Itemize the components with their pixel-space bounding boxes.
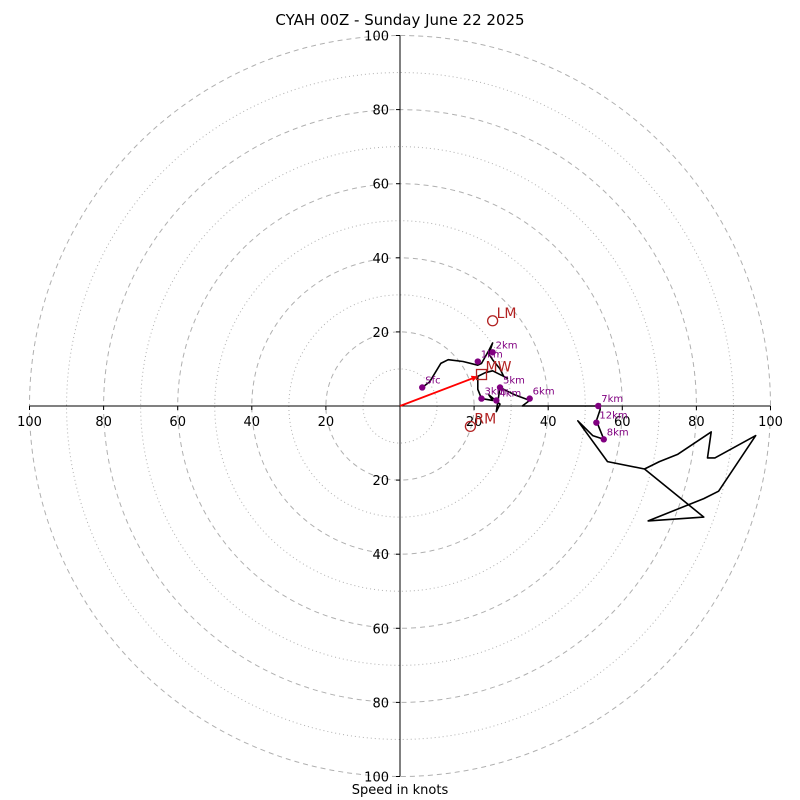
height-marker — [600, 436, 607, 443]
x-tick-label: 40 — [540, 415, 557, 430]
mean-wind-marker — [475, 368, 488, 381]
y-tick-label: 80 — [372, 696, 389, 711]
height-marker-label: 2km — [496, 340, 518, 351]
chart-title: CYAH 00Z - Sunday June 22 2025 — [275, 11, 525, 29]
storm-vector-label: MW — [486, 360, 512, 376]
storm-vector-marker — [486, 315, 499, 327]
height-marker-label: Sfc — [425, 375, 440, 386]
y-tick-label: 60 — [372, 178, 389, 193]
y-tick-label: 20 — [372, 474, 389, 489]
x-tick-label: 100 — [758, 415, 783, 430]
y-tick-label: 40 — [372, 548, 389, 563]
storm-vector-label: LM — [497, 306, 517, 322]
height-marker — [489, 349, 496, 356]
height-marker-label: 6km — [533, 387, 555, 398]
x-tick-label: 20 — [318, 415, 335, 430]
height-marker — [478, 395, 485, 402]
storm-vector-marker — [464, 420, 477, 433]
height-marker-label: 12km — [599, 411, 627, 422]
storm-vector-label: RM — [474, 411, 496, 427]
y-tick-label: 100 — [364, 30, 389, 45]
height-marker-label: 8km — [607, 427, 629, 438]
x-tick-label: 40 — [244, 415, 261, 430]
hodograph-trace — [421, 342, 757, 522]
y-tick-label: 100 — [364, 771, 389, 786]
y-tick-label: 80 — [372, 104, 389, 119]
x-tick-label: 80 — [688, 415, 705, 430]
y-tick-label: 60 — [372, 622, 389, 637]
height-marker — [419, 384, 426, 391]
height-marker-label: 7km — [601, 394, 623, 405]
height-marker — [496, 384, 504, 391]
height-marker-label: 3km — [485, 387, 507, 398]
x-axis-label: Speed in knots — [351, 783, 449, 798]
x-tick-label: 60 — [614, 415, 631, 430]
storm-motion-arrow — [399, 375, 479, 407]
x-tick-label: 100 — [17, 415, 42, 430]
y-tick-label: 20 — [372, 326, 389, 341]
height-marker — [493, 397, 500, 404]
height-marker — [526, 395, 533, 402]
x-tick-label: 80 — [95, 415, 112, 430]
x-tick-label: 60 — [169, 415, 186, 430]
height-marker-label: 4km — [499, 388, 521, 399]
y-tick-label: 40 — [372, 252, 389, 267]
height-marker — [595, 402, 602, 410]
height-marker — [474, 358, 482, 365]
height-marker-label: 5km — [503, 375, 525, 386]
height-marker — [593, 419, 600, 426]
